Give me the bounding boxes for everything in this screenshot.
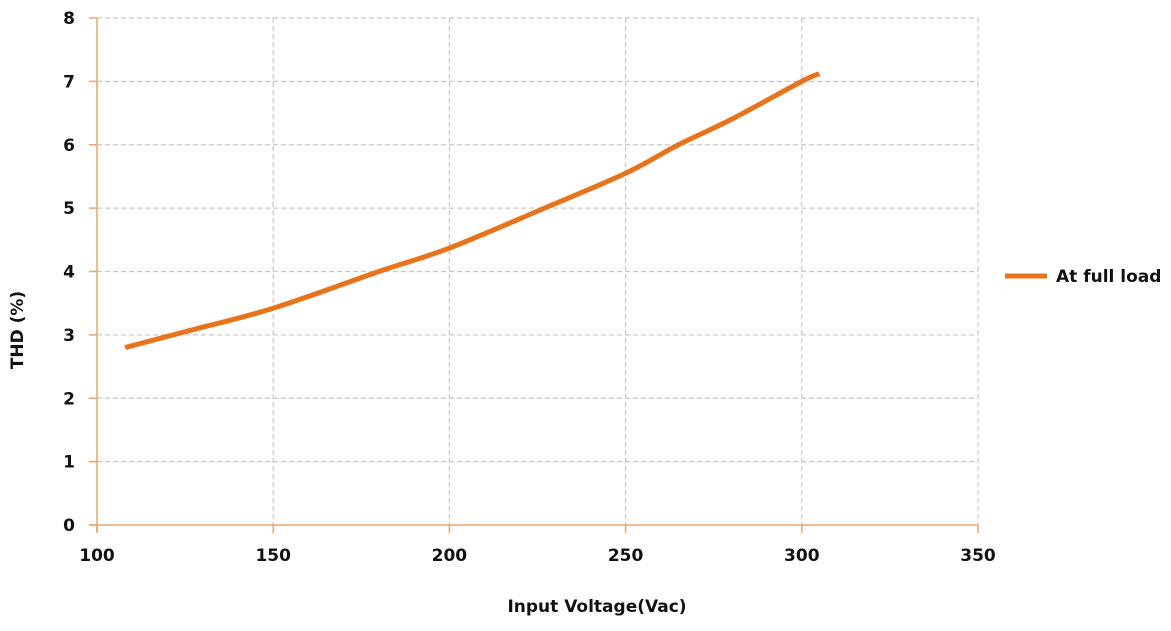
- x-tick-label: 250: [608, 546, 644, 566]
- legend: At full load: [1005, 267, 1161, 287]
- x-axis-title: Input Voltage(Vac): [507, 597, 686, 617]
- x-tick-label: 300: [784, 546, 820, 566]
- y-tick-label: 2: [63, 389, 75, 409]
- legend-label: At full load: [1056, 267, 1161, 287]
- y-axis-tick-labels: 0 1 2 3 4 5 6 7 8: [63, 9, 75, 536]
- y-tick-label: 4: [63, 263, 75, 283]
- y-tick-label: 3: [63, 326, 75, 346]
- y-axis-title: THD (%): [8, 291, 28, 369]
- y-tick-label: 0: [63, 516, 75, 536]
- y-tick-label: 1: [63, 453, 75, 473]
- x-tick-label: 150: [255, 546, 291, 566]
- y-tick-label: 7: [63, 72, 75, 92]
- x-tick-label: 200: [432, 546, 468, 566]
- x-tick-label: 100: [79, 546, 115, 566]
- grid-lines: [97, 17, 979, 525]
- y-tick-label: 5: [63, 199, 75, 219]
- y-tick-label: 8: [63, 9, 75, 29]
- axes: [89, 17, 979, 533]
- y-tick-label: 6: [63, 136, 75, 156]
- series-line-at-full-load: [124, 71, 821, 350]
- x-axis-tick-labels: 100 150 200 250 300 350: [79, 546, 996, 566]
- x-tick-label: 350: [960, 546, 996, 566]
